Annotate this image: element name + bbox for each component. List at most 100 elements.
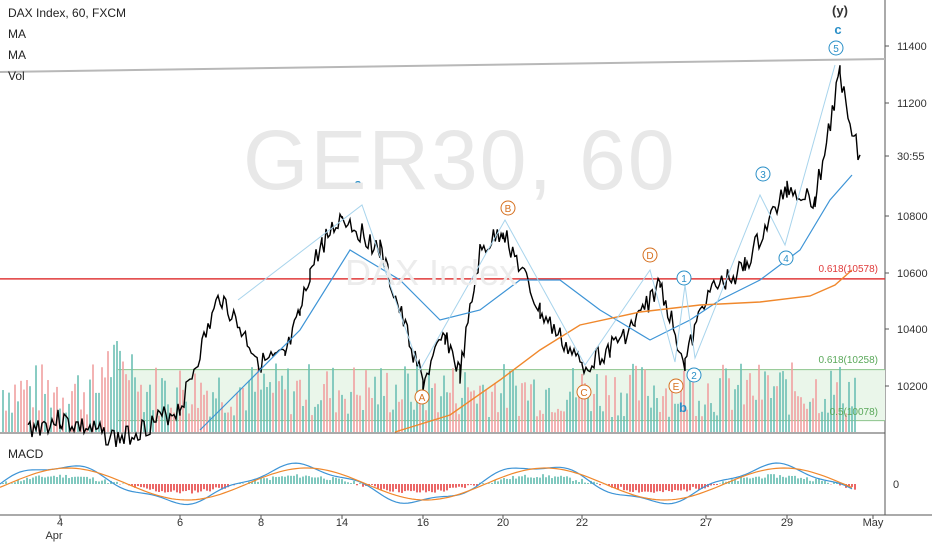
wave-label-B-text: B [505, 204, 512, 215]
macd-histogram-bar [797, 478, 799, 484]
volume-bar [506, 407, 508, 432]
macd-histogram-bar [527, 477, 529, 484]
macd-histogram-bar [518, 476, 520, 484]
macd-histogram-bar [173, 484, 175, 491]
volume-bar [698, 400, 700, 432]
indicator-vol[interactable]: Vol [8, 69, 25, 83]
volume-bar [608, 395, 610, 432]
indicator-macd[interactable]: MACD [8, 447, 44, 461]
volume-bar [197, 407, 199, 432]
macd-histogram-bar [443, 484, 445, 492]
time-tick-label: 27 [700, 517, 712, 529]
indicator-ma-2[interactable]: MA [8, 48, 26, 62]
volume-bar [260, 389, 262, 432]
volume-bar [542, 413, 544, 432]
volume-bar [158, 415, 160, 432]
volume-bar [830, 370, 832, 432]
price-tick-label: 10800 [897, 211, 928, 223]
macd-histogram-bar [701, 484, 703, 489]
volume-bar [521, 383, 523, 432]
volume-bar [569, 391, 571, 432]
volume-bar [113, 344, 115, 432]
volume-bar [218, 377, 220, 432]
volume-bar [368, 387, 370, 432]
volume-bar [767, 375, 769, 432]
volume-bar [173, 412, 175, 432]
volume-bar [635, 365, 637, 432]
volume-bar [362, 410, 364, 432]
indicator-ma-1[interactable]: MA [8, 27, 26, 41]
volume-bar [713, 411, 715, 432]
volume-bar [584, 383, 586, 432]
macd-histogram-bar [449, 484, 451, 488]
volume-bar [323, 384, 325, 432]
macd-histogram-bar [809, 480, 811, 484]
volume-bar [770, 398, 772, 432]
volume-bar [746, 379, 748, 432]
macd-histogram-bar [137, 484, 139, 487]
volume-bar [32, 407, 34, 432]
price-tick-label: 10600 [897, 268, 928, 280]
volume-bar [209, 416, 211, 432]
volume-bar [755, 399, 757, 432]
volume-bar [269, 382, 271, 432]
macd-histogram-bar [824, 481, 826, 484]
macd-histogram-bar [242, 483, 244, 484]
macd-histogram-bar [398, 484, 400, 493]
macd-histogram-bar [761, 478, 763, 484]
macd-histogram-bar [839, 484, 841, 486]
macd-histogram-bar [482, 483, 484, 484]
volume-bar [665, 388, 667, 432]
volume-bar [587, 391, 589, 432]
volume-bar [782, 371, 784, 432]
volume-bar [293, 391, 295, 432]
volume-bar [539, 410, 541, 432]
macd-histogram-bar [569, 477, 571, 484]
macd-histogram-bar [188, 484, 190, 491]
macd-histogram-bar [752, 477, 754, 484]
wave-label-C [576, 384, 592, 400]
volume-bar [677, 403, 679, 432]
macd-histogram-bar [335, 477, 337, 484]
volume-bar [335, 412, 337, 432]
volume-bar [53, 392, 55, 432]
macd-histogram-bar [131, 484, 133, 486]
volume-bar [455, 403, 457, 432]
macd-histogram-bar [638, 484, 640, 493]
macd-histogram-bar [683, 484, 685, 490]
wave-label-E-text: E [673, 382, 680, 393]
volume-bar [56, 386, 58, 432]
volume-bar [164, 380, 166, 432]
macd-histogram-bar [329, 480, 331, 484]
macd-histogram-bar [854, 484, 856, 490]
volume-bar [320, 400, 322, 432]
macd-histogram-bar [560, 475, 562, 484]
volume-bar [764, 371, 766, 432]
macd-histogram-bar [710, 484, 712, 486]
macd-histogram-bar [164, 484, 166, 493]
macd-histogram-bar [806, 477, 808, 484]
volume-bar [149, 384, 151, 432]
volume-bar [299, 379, 301, 432]
macd-histogram-bar [767, 474, 769, 484]
macd-histogram-bar [341, 479, 343, 484]
wave-label-D [642, 247, 658, 263]
macd-histogram-bar [587, 482, 589, 484]
macd-histogram-bar [167, 484, 169, 493]
macd-histogram-bar [332, 477, 334, 484]
volume-bar [842, 403, 844, 432]
macd-histogram-bar [266, 478, 268, 484]
volume-bar [383, 395, 385, 432]
volume-bar [461, 397, 463, 432]
macd-histogram-bar [521, 476, 523, 484]
volume-bar [206, 390, 208, 432]
volume-bar [224, 412, 226, 432]
volume-bar [47, 380, 49, 432]
volume-bar [815, 379, 817, 432]
volume-bar [629, 374, 631, 432]
volume-bar [272, 392, 274, 432]
macd-histogram-bar [779, 475, 781, 484]
symbol-title[interactable]: DAX Index, 60, FXCM [8, 6, 127, 20]
macd-histogram-bar [755, 476, 757, 484]
macd-tick-label: 0 [893, 479, 899, 491]
